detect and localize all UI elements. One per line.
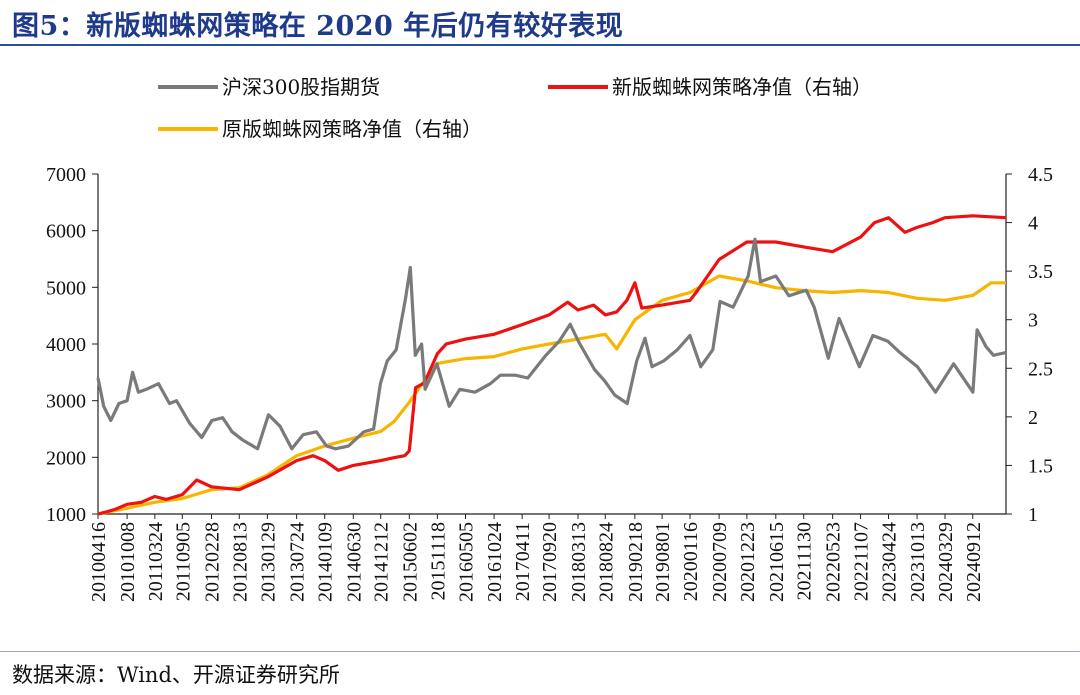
series-line-2 [97,274,1006,516]
x-tick-label: 20221107 [851,522,873,601]
x-tick-label: 20180313 [568,522,590,602]
x-tick-label: 20210615 [766,522,788,602]
right-tick-label: 1.5 [1028,455,1053,477]
x-tick-label: 20140109 [315,522,337,602]
source-note: 数据来源：Wind、开源证券研究所 [12,663,340,687]
x-tick-label: 20240912 [963,522,985,602]
left-tick-label: 5000 [46,277,86,299]
x-tick-label: 20160505 [455,522,477,602]
x-tick-label: 20200116 [680,522,702,601]
left-tick-label: 3000 [46,391,86,413]
left-tick-label: 6000 [46,221,86,243]
x-tick-label: 20130129 [257,522,279,602]
series-line-0 [96,237,1007,451]
x-tick-label: 20141212 [371,522,393,602]
x-tick-label: 20200709 [709,522,731,602]
x-tick-label: 20201223 [737,522,759,602]
x-tick-label: 20211130 [794,522,816,601]
right-tick-label: 3 [1028,310,1038,332]
x-tick-label: 20130724 [287,522,309,602]
x-tick-label: 20110905 [172,522,194,601]
legend-label-1: 新版蜘蛛网策略净值（右轴） [612,75,872,99]
x-tick-label: 20110324 [145,522,167,601]
left-tick-label: 2000 [46,447,86,469]
right-tick-label: 1 [1028,504,1038,526]
x-tick-label: 20180824 [595,522,617,602]
x-tick-label: 20170920 [539,522,561,602]
x-tick-label: 20170411 [512,522,534,601]
x-tick-label: 20150602 [399,522,421,602]
x-tick-label: 20230424 [878,522,900,602]
right-tick-label: 2.5 [1028,358,1053,380]
figure-title: 图5：新版蜘蛛网策略在 2020 年后仍有较好表现 [12,11,624,42]
right-tick-label: 2 [1028,407,1038,429]
x-tick-label: 20231013 [907,522,929,602]
x-tick-label: 20120813 [229,522,251,602]
line-chart: 沪深300股指期货 新版蜘蛛网策略净值（右轴） 原版蜘蛛网策略净值（右轴） 7000… [46,75,1053,602]
x-tick-label: 20100416 [88,522,110,602]
series-line-1 [97,214,1007,516]
source-divider [0,651,1080,652]
chart-series [96,214,1007,516]
x-tick-label: 20190801 [652,522,674,602]
legend-label-0: 沪深300股指期货 [222,75,380,99]
x-tick-label: 20220523 [823,522,845,602]
right-tick-label: 3.5 [1028,261,1053,283]
chart-legend: 沪深300股指期货 新版蜘蛛网策略净值（右轴） 原版蜘蛛网策略净值（右轴） [158,75,872,141]
left-tick-label: 1000 [46,504,86,526]
x-tick-label: 20140630 [343,522,365,602]
title-divider [0,44,1080,46]
x-tick-label: 20190218 [625,522,647,602]
chart-axes: 7000 6000 5000 4000 3000 2000 1000 4.5 4 3.5 3 2.5 2… [46,164,1053,602]
left-tick-label: 7000 [46,164,86,186]
x-tick-label: 20120228 [202,522,224,602]
x-tick-label: 20161024 [484,522,506,602]
legend-label-2: 原版蜘蛛网策略净值（右轴） [222,117,482,141]
right-tick-label: 4 [1028,213,1038,235]
left-tick-label: 4000 [46,334,86,356]
x-tick-label: 20240329 [935,522,957,602]
x-tick-label: 20101008 [117,522,139,602]
right-tick-label: 4.5 [1028,164,1053,186]
x-tick-label: 20151118 [427,522,449,601]
